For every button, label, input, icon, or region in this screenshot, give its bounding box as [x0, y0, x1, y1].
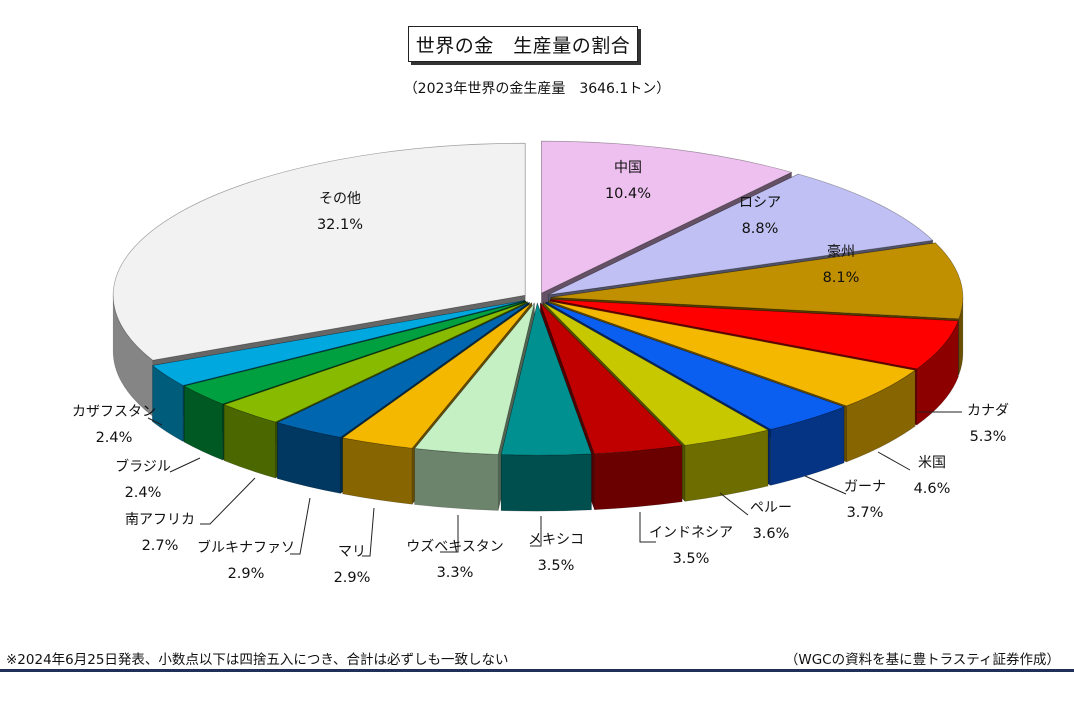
- slice-label: 豪州: [827, 244, 855, 260]
- slice-value-label: 3.5%: [538, 558, 575, 574]
- slice-13: [183, 300, 527, 405]
- pie-tops: [112, 140, 964, 456]
- slice-label: ウズベキスタン: [406, 539, 504, 555]
- footnote: ※2024年6月25日発表、小数点以下は四捨五入につき、合計は必ずしも一致しない: [6, 652, 509, 668]
- leader-line: [169, 457, 201, 473]
- slice-label: インドネシア: [649, 525, 733, 541]
- slice-5: [545, 301, 846, 430]
- slice-8: [500, 301, 592, 456]
- slice-value-label: 2.9%: [334, 570, 371, 586]
- leader-line: [530, 516, 542, 547]
- leader-line: [290, 497, 311, 555]
- slice-11: [276, 302, 530, 438]
- slice-10: [341, 302, 533, 449]
- slice-label: ロシア: [739, 195, 781, 211]
- slice-value-label: 8.8%: [742, 221, 779, 237]
- chart-subtitle: （2023年世界の金生産量 3646.1トン）: [403, 81, 671, 97]
- leader-line: [639, 512, 656, 543]
- slice-value-label: 32.1%: [317, 217, 363, 233]
- slice-label: ブルキナファソ: [197, 539, 295, 556]
- slice-label: その他: [319, 191, 361, 207]
- slice-6: [543, 302, 769, 446]
- leader-line: [200, 477, 256, 525]
- slice-14: [151, 300, 525, 386]
- slice-value-label: 5.3%: [970, 429, 1007, 445]
- leader-line: [877, 451, 911, 471]
- slice-label: 中国: [614, 160, 642, 176]
- slice-value-label: 3.7%: [847, 505, 884, 521]
- slice-value-label: 3.5%: [673, 551, 710, 567]
- slice-value-label: 4.6%: [914, 481, 951, 497]
- leader-line: [362, 507, 375, 557]
- slice-2: [550, 242, 964, 320]
- leader-line: [804, 475, 847, 495]
- leader-line: [147, 417, 163, 426]
- pie-labels: 中国 10.4% ロシア 8.8% 豪州 8.1% カナダ 5.3% 米国 4.6% ガーナ 3.7%…: [72, 160, 1009, 586]
- slice-value-label: 8.1%: [823, 270, 860, 286]
- slice-value-label: 2.7%: [142, 538, 179, 554]
- slice-label: メキシコ: [528, 532, 584, 548]
- bottom-rule: [0, 669, 1074, 672]
- slice-value-label: 10.4%: [605, 186, 651, 202]
- leader-line: [719, 492, 749, 516]
- slice-label: カナダ: [967, 403, 1009, 419]
- slice-15: [112, 142, 526, 361]
- slice-4: [548, 300, 916, 407]
- slice-value-label: 2.4%: [96, 430, 133, 446]
- slice-0: [541, 140, 793, 294]
- slice-label: ガーナ: [844, 479, 886, 495]
- slice-value-label: 3.3%: [437, 565, 474, 581]
- pie-side-wall: [414, 448, 499, 511]
- pie-chart: 中国 10.4% ロシア 8.8% 豪州 8.1% カナダ 5.3% 米国 4.6% ガーナ 3.7%…: [72, 140, 1009, 586]
- slice-value-label: 3.6%: [753, 526, 790, 542]
- slice-3: [550, 299, 959, 370]
- slice-value-label: 2.9%: [228, 566, 265, 582]
- slice-label: マリ: [338, 544, 366, 560]
- slice-label: ブラジル: [115, 458, 171, 475]
- pie-side-wall: [594, 445, 683, 511]
- slice-value-label: 2.4%: [125, 485, 162, 501]
- pie-side-wall: [342, 437, 413, 505]
- pie-side-wall: [500, 453, 592, 512]
- slice-label: カザフスタン: [72, 404, 156, 420]
- slice-label: 米国: [918, 455, 946, 471]
- slice-label: 南アフリカ: [125, 512, 195, 528]
- leader-line: [440, 515, 459, 553]
- slice-12: [223, 301, 528, 423]
- slice-label: ペルー: [750, 500, 792, 516]
- slice-7: [540, 302, 683, 455]
- source-note: （WGCの資料を基に豊トラスティ証券作成）: [784, 652, 1060, 668]
- chart-title: 世界の金 生産量の割合: [408, 26, 638, 62]
- slice-9: [413, 302, 535, 455]
- slice-1: [548, 173, 934, 296]
